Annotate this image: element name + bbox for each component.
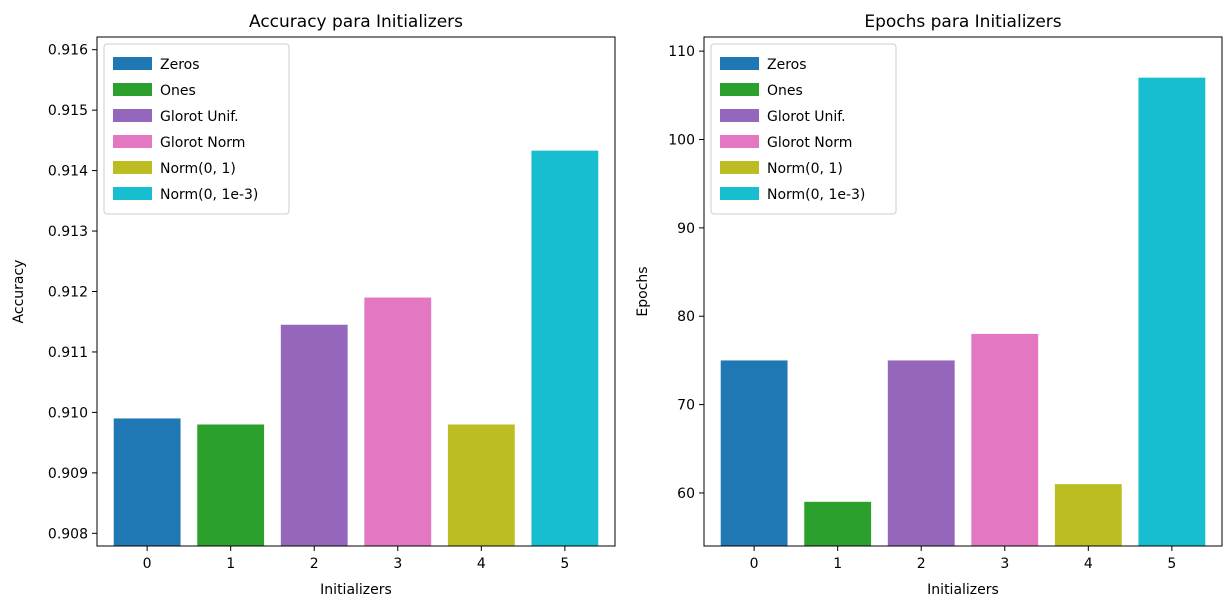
legend-label: Norm(0, 1e-3): [160, 187, 258, 203]
legend-swatch: [720, 57, 759, 70]
x-tick-label: 1: [833, 556, 842, 572]
x-tick-label: 5: [1167, 556, 1176, 572]
bar-2: [887, 360, 955, 546]
legend-label: Ones: [767, 83, 803, 99]
plot-frame: [703, 36, 1223, 547]
y-tick-label: 0.914: [48, 164, 88, 180]
legend-label: Glorot Norm: [767, 135, 852, 151]
bar-1: [804, 501, 872, 546]
chart-panel-1: 0 1 2 3 4 5 60 70 80 90 100 110 Epochs para Initiali…: [635, 12, 1223, 598]
legend-label: Norm(0, 1): [160, 161, 236, 177]
y-tick-label: 70: [677, 398, 695, 414]
y-tick-label: 110: [668, 44, 695, 60]
chart-panel-0: 0 1 2 3 4 5 0.908 0.909 0.910 0.911 0.912 0.913 0.91…: [11, 12, 616, 598]
bar-5: [531, 150, 599, 546]
bar-4: [1054, 484, 1122, 546]
y-axis-label: Epochs: [635, 266, 651, 316]
legend-swatch: [720, 135, 759, 148]
legend-swatch: [113, 161, 152, 174]
bar-4: [447, 424, 515, 546]
chart-title: Accuracy para Initializers: [249, 12, 463, 32]
bar-5: [1138, 77, 1206, 547]
x-axis-label: Initializers: [927, 582, 999, 598]
legend-label: Norm(0, 1e-3): [767, 187, 865, 203]
legend-swatch: [113, 109, 152, 122]
y-tick-label: 0.909: [48, 466, 88, 482]
x-tick-label: 2: [917, 556, 926, 572]
x-tick-label: 3: [393, 556, 402, 572]
x-tick-label: 5: [560, 556, 569, 572]
y-tick-label: 0.913: [48, 224, 88, 240]
legend-swatch: [113, 83, 152, 96]
legend-swatch: [720, 187, 759, 200]
x-tick-label: 0: [750, 556, 759, 572]
bar-2: [280, 324, 348, 546]
x-axis-label: Initializers: [320, 582, 392, 598]
chart-title: Epochs para Initializers: [864, 12, 1061, 32]
x-tick-label: 3: [1000, 556, 1009, 572]
legend-swatch: [720, 161, 759, 174]
legend-swatch: [113, 57, 152, 70]
x-tick-label: 1: [226, 556, 235, 572]
y-tick-label: 0.910: [48, 405, 88, 421]
bar-3: [971, 333, 1039, 546]
legend-swatch: [113, 135, 152, 148]
y-tick-label: 0.908: [48, 526, 88, 542]
legend-label: Zeros: [160, 57, 200, 73]
y-tick-label: 100: [668, 133, 695, 149]
x-tick-label: 4: [1084, 556, 1093, 572]
y-tick-label: 0.911: [48, 345, 88, 361]
legend-swatch: [720, 109, 759, 122]
legend-label: Zeros: [767, 57, 807, 73]
y-tick-label: 0.915: [48, 103, 88, 119]
x-tick-label: 4: [477, 556, 486, 572]
x-tick-label: 2: [310, 556, 319, 572]
legend-swatch: [113, 187, 152, 200]
legend-label: Glorot Unif.: [767, 109, 846, 125]
y-tick-label: 80: [677, 309, 695, 325]
y-tick-label: 0.912: [48, 285, 88, 301]
legend-label: Glorot Unif.: [160, 109, 239, 125]
legend-label: Ones: [160, 83, 196, 99]
y-tick-label: 90: [677, 221, 695, 237]
y-tick-label: 60: [677, 486, 695, 502]
y-axis-label: Accuracy: [11, 260, 27, 324]
legend-label: Norm(0, 1): [767, 161, 843, 177]
bar-0: [113, 418, 181, 546]
bar-3: [364, 297, 432, 546]
bar-0: [720, 360, 788, 546]
bar-1: [197, 424, 265, 546]
y-tick-label: 0.916: [48, 43, 88, 59]
legend-swatch: [720, 83, 759, 96]
legend-label: Glorot Norm: [160, 135, 245, 151]
x-tick-label: 0: [143, 556, 152, 572]
